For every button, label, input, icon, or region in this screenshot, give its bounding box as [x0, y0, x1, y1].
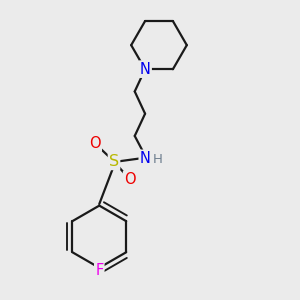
Text: S: S [109, 154, 119, 169]
Text: O: O [89, 136, 101, 151]
Text: O: O [124, 172, 136, 187]
Text: N: N [140, 62, 151, 77]
Text: N: N [140, 151, 151, 166]
Text: N: N [140, 62, 151, 77]
Text: H: H [153, 153, 163, 166]
Text: F: F [95, 263, 103, 278]
